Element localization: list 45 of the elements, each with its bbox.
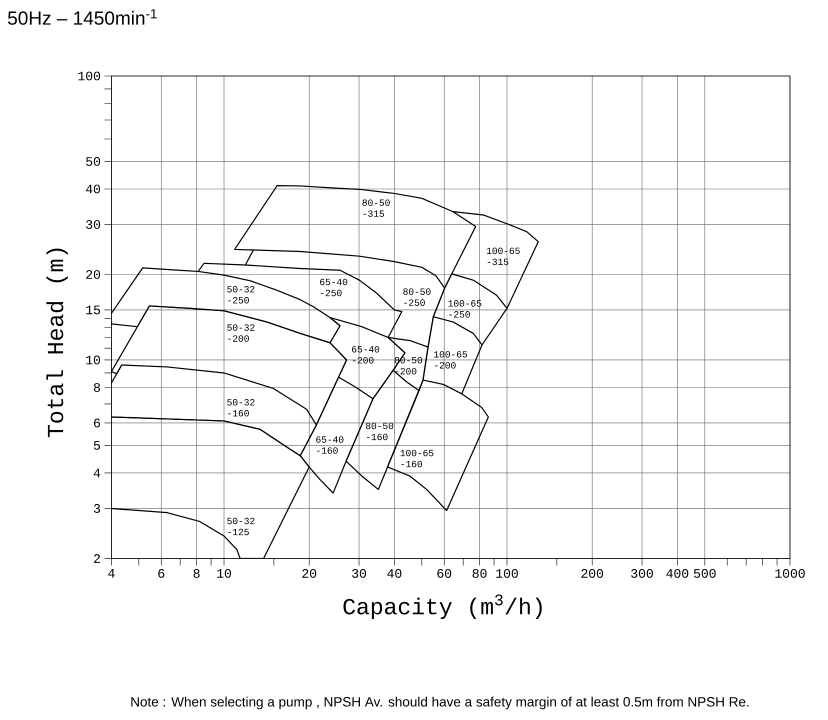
x-tick-label: 20 <box>302 569 316 578</box>
series-label: 100-65 -315 <box>486 248 520 266</box>
x-tick-label: 200 <box>581 569 604 578</box>
x-tick-label: 4 <box>108 569 115 578</box>
x-tick-label: 80 <box>472 569 487 578</box>
series-label: 100-65 -250 <box>448 300 482 318</box>
x-tick-label: 1000 <box>775 569 805 578</box>
y-tick-label: 8 <box>94 383 100 392</box>
chart-title: 50Hz – 1450min$^{-1}$ <box>8 9 157 25</box>
series-label: 65-40 -200 <box>352 346 380 364</box>
y-tick-label: 30 <box>86 220 100 229</box>
series-label: 50-32 -200 <box>227 324 254 342</box>
y-tick-label: 40 <box>86 184 100 194</box>
x-tick-label: 10 <box>217 569 232 578</box>
x-tick-label: 30 <box>352 569 366 578</box>
y-tick-label: 6 <box>94 418 100 428</box>
series-label: 65-40 -160 <box>316 436 344 454</box>
y-tick-label: 5 <box>94 441 100 450</box>
series-label: 80-50 -315 <box>362 199 390 217</box>
x-tick-label: 40 <box>387 569 402 578</box>
y-tick-label: 100 <box>78 72 100 80</box>
x-tick-label: 60 <box>437 569 452 578</box>
y-tick-label: 20 <box>86 270 100 279</box>
series-label: 100-65 -160 <box>400 450 434 468</box>
series-label: 80-50 -250 <box>403 288 431 306</box>
x-tick-label: 100 <box>496 569 518 578</box>
x-tick-label: 500 <box>694 569 716 578</box>
y-tick-label: 2 <box>94 554 100 563</box>
series-label: 50-32 -160 <box>227 399 254 416</box>
x-axis-title: Capacity (m$^{3}$/h) <box>343 594 542 620</box>
series-label: 50-32 -250 <box>227 286 254 304</box>
x-tick-label: 8 <box>194 569 200 578</box>
y-tick-label: 15 <box>86 306 100 314</box>
text: Note : When selecting a pump , NPSH Av. should have a safety margin of at least 0.5m from NPSH Re. <box>131 696 748 710</box>
series-label: 50-32 -125 <box>227 518 254 536</box>
x-tick-label: 400 <box>666 569 688 578</box>
y-tick-label: 4 <box>94 468 100 478</box>
x-tick-label: 300 <box>631 569 653 578</box>
y-tick-label: 3 <box>94 504 100 513</box>
series-label: 65-40 -250 <box>320 278 348 296</box>
series-label: 80-50 -160 <box>366 422 394 440</box>
x-tick-label: 6 <box>158 569 164 578</box>
y-axis-title: Total Head (m) <box>46 248 68 438</box>
y-tick-label: 10 <box>86 356 100 364</box>
y-tick-label: 50 <box>86 157 100 166</box>
